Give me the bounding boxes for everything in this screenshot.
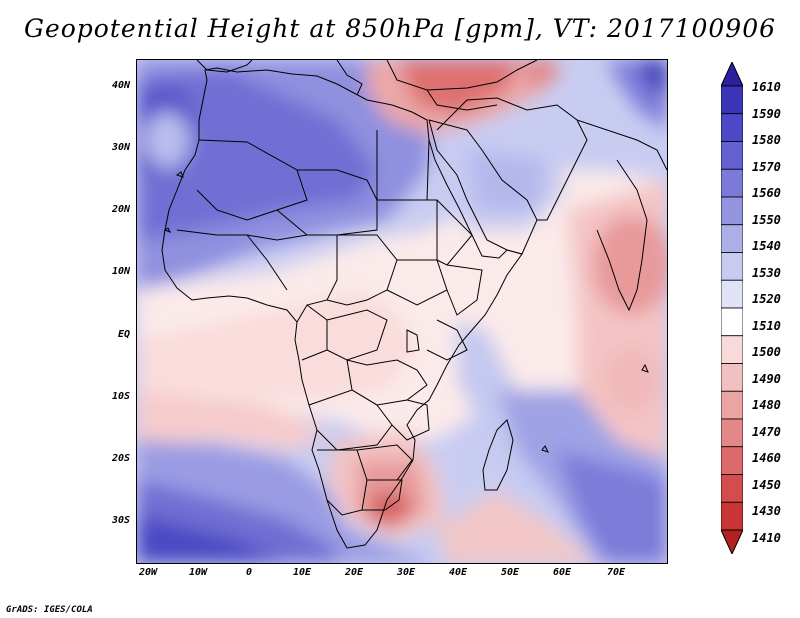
lon-label-0: 0 bbox=[245, 567, 253, 578]
colorbar bbox=[721, 62, 743, 554]
colorbar-segment bbox=[721, 390, 743, 420]
colorbar-segment bbox=[721, 113, 743, 142]
lon-label-60e: 60E bbox=[552, 567, 572, 578]
colorbar-label: 1480 bbox=[752, 398, 781, 413]
colorbar-label: 1580 bbox=[752, 133, 781, 148]
colorbar-label: 1540 bbox=[752, 239, 781, 254]
lat-label-40n: 40N bbox=[111, 80, 130, 91]
colorbar-bottom-arrow bbox=[721, 529, 743, 554]
colorbar-segment bbox=[721, 307, 743, 337]
colorbar-segment bbox=[721, 501, 743, 531]
colorbar-label: 1500 bbox=[752, 345, 781, 360]
colorbar-label: 1430 bbox=[752, 504, 781, 519]
colorbar-segment bbox=[721, 252, 743, 281]
colorbar-segment bbox=[721, 196, 743, 226]
colorbar-label: 1450 bbox=[752, 477, 781, 492]
lat-label-30s: 30S bbox=[111, 515, 130, 526]
colorbar-segment bbox=[721, 141, 743, 170]
colorbar-segment bbox=[721, 363, 743, 392]
colorbar-label: 1470 bbox=[752, 424, 781, 439]
colorbar-segment bbox=[721, 168, 743, 198]
colorbar-label: 1510 bbox=[752, 318, 781, 333]
lat-label-10n: 10N bbox=[111, 266, 130, 277]
colorbar-label: 1560 bbox=[752, 186, 781, 201]
colorbar-segment bbox=[721, 446, 743, 475]
colorbar-segment bbox=[721, 224, 743, 253]
colorbar-top-arrow bbox=[721, 62, 743, 87]
map-panel bbox=[136, 59, 668, 564]
lat-label-20n: 20N bbox=[111, 204, 130, 215]
colorbar-label: 1610 bbox=[752, 80, 781, 94]
colorbar-label: 1410 bbox=[752, 531, 781, 545]
lat-label-eq: EQ bbox=[117, 329, 130, 340]
lon-label-70e: 70E bbox=[606, 567, 626, 578]
lat-label-30n: 30N bbox=[111, 142, 130, 153]
map-title: Geopotential Height at 850hPa [gpm], VT:… bbox=[23, 14, 777, 43]
lon-label-40e: 40E bbox=[448, 567, 468, 578]
colorbar-label: 1460 bbox=[752, 451, 781, 466]
lon-label-50e: 50E bbox=[500, 567, 520, 578]
colorbar-label: 1530 bbox=[752, 265, 781, 280]
colorbar-segment bbox=[721, 418, 743, 448]
lon-label-10e: 10E bbox=[292, 567, 312, 578]
colorbar-label: 1490 bbox=[752, 371, 781, 386]
colorbar-segment bbox=[721, 474, 743, 503]
lon-label-30e: 30E bbox=[396, 567, 416, 578]
colorbar-label: 1590 bbox=[752, 106, 781, 121]
coastlines bbox=[161, 60, 667, 549]
credit-label: GrADS: IGES/COLA bbox=[6, 605, 93, 615]
lat-label-10s: 10S bbox=[111, 391, 130, 402]
colorbar-segment bbox=[721, 279, 743, 309]
colorbar-label: 1570 bbox=[752, 159, 781, 174]
height-field bbox=[137, 60, 667, 563]
lon-label-20w: 20W bbox=[138, 567, 158, 578]
colorbar-label: 1550 bbox=[752, 212, 781, 227]
lon-label-20e: 20E bbox=[344, 567, 364, 578]
colorbar-segment bbox=[721, 85, 743, 115]
colorbar-label: 1520 bbox=[752, 292, 781, 307]
lat-label-20s: 20S bbox=[111, 453, 130, 464]
colorbar-segment bbox=[721, 335, 743, 364]
lon-label-10w: 10W bbox=[188, 567, 208, 578]
